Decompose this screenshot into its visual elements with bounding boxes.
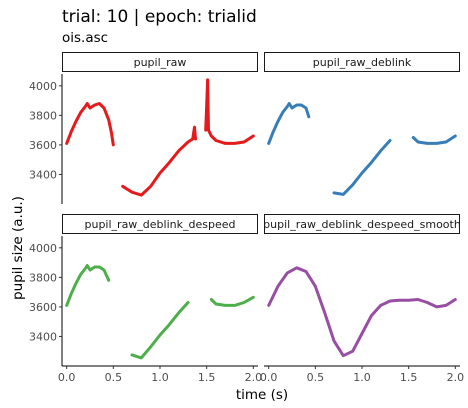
strip-box [62,52,258,72]
x-tick-label: 0.0 [260,371,278,384]
y-tick-label: 3400 [29,330,57,343]
series-line [121,125,197,197]
x-axis-title: time (s) [236,387,288,403]
panel-2: pupil_raw_deblink [264,52,460,196]
panel-4: pupil_raw_deblink_despeed_smooth 0.0 0.5 1.… [260,214,465,384]
chart-subtitle: ois.asc [62,30,108,46]
x-tick-label: 1.0 [151,371,169,384]
strip-label: pupil_raw_deblink_despeed_smooth [263,218,461,231]
y-axis-title: pupil size (a.u.) [10,196,26,300]
series-line [130,301,190,360]
x-tick-label: 2.0 [447,371,465,384]
strip-label: pupil_raw [134,56,187,69]
x-tick-label: 2.0 [245,371,263,384]
strip-box [264,214,460,234]
series-line [411,134,457,145]
x-tick-label: 1.5 [400,371,418,384]
y-tick-label: 3600 [29,139,57,152]
x-tick-label: 0.5 [307,371,325,384]
series-line [332,139,392,196]
x-tick-label: 0.5 [105,371,123,384]
y-tick-label: 3400 [29,168,57,181]
panel-3: pupil_raw_deblink_despeed 3400 3600 3800 400… [29,214,263,384]
series-line [209,295,255,307]
y-tick-label: 3800 [29,271,57,284]
x-tick-label: 1.5 [198,371,216,384]
x-tick-label: 1.0 [353,371,371,384]
facet-panels: pupil_raw3400360038004000pupil_raw_debli… [29,52,465,384]
strip-box [264,52,460,72]
chart-title: trial: 10 | epoch: trialid [62,7,257,27]
panel-1: pupil_raw 3400 3600 3800 4000 [29,52,258,204]
series-line [267,102,311,145]
y-tick-label: 4000 [29,242,57,255]
series-line [65,264,111,307]
y-tick-label: 4000 [29,80,57,93]
y-tick-label: 3800 [29,109,57,122]
series-line [267,266,457,358]
series-line [65,102,115,147]
y-tick-label: 3600 [29,301,57,314]
strip-box [62,214,258,234]
series-line [204,78,255,145]
strip-label: pupil_raw_deblink [313,56,412,69]
x-tick-label: 0.0 [58,371,76,384]
strip-label: pupil_raw_deblink_despeed [85,218,236,231]
